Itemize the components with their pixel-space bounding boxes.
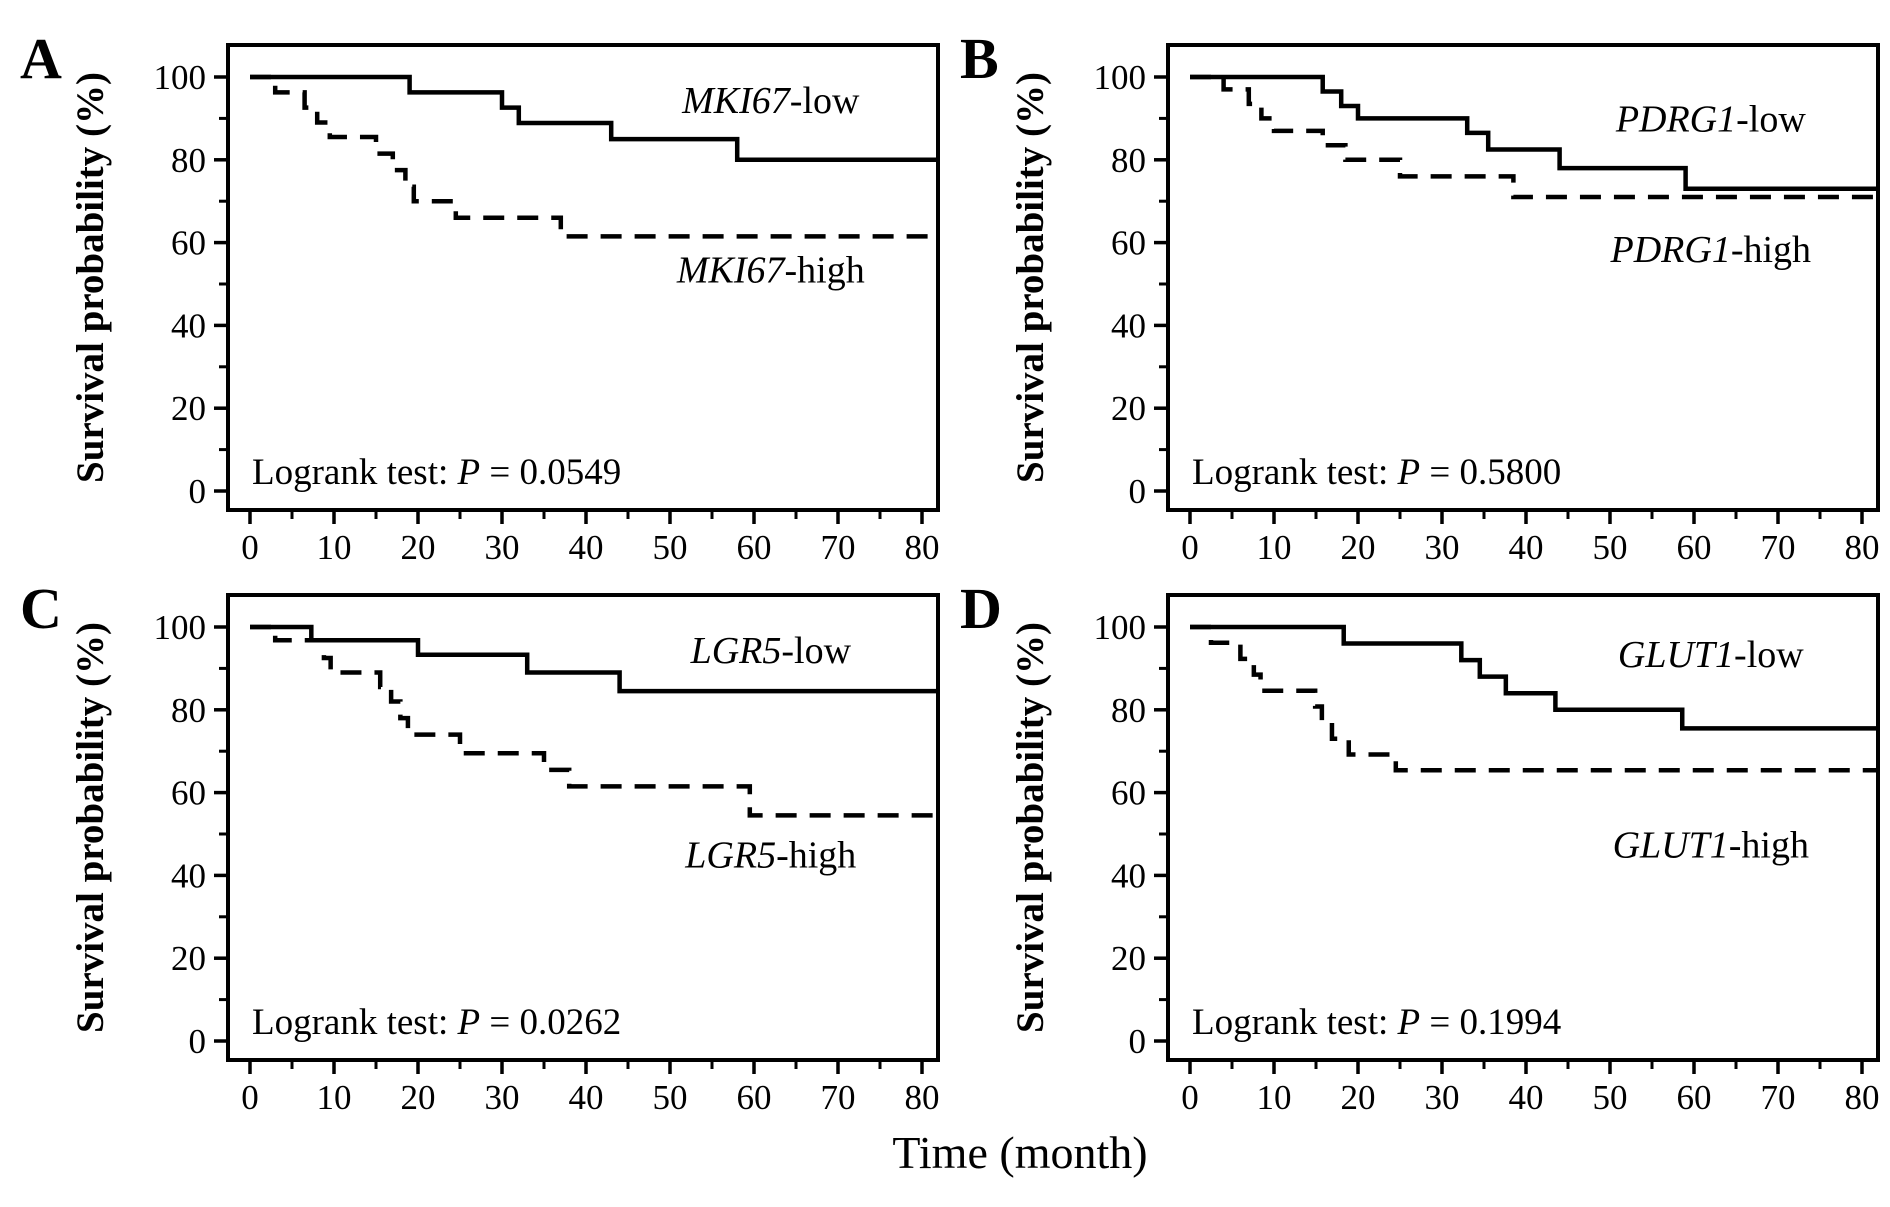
x-tick-label: 70 <box>1761 528 1796 567</box>
y-tick-label: 40 <box>1111 306 1146 345</box>
x-axis-label: Time (month) <box>892 1127 1147 1178</box>
x-tick-label: 30 <box>485 1078 520 1117</box>
logrank-text: Logrank test: P = 0.1994 <box>1192 1002 1561 1043</box>
x-tick-label: 10 <box>317 528 352 567</box>
x-tick-label: 80 <box>1845 528 1880 567</box>
x-tick-label: 10 <box>317 1078 352 1117</box>
x-tick-label: 0 <box>241 1078 259 1117</box>
y-tick-label: 40 <box>171 306 206 345</box>
x-tick-label: 60 <box>737 1078 772 1117</box>
x-tick-label: 10 <box>1257 1078 1292 1117</box>
x-tick-label: 20 <box>1341 1078 1376 1117</box>
x-tick-label: 20 <box>401 1078 436 1117</box>
curve-label-high: PDRG1-high <box>1610 229 1812 271</box>
logrank-text: Logrank test: P = 0.5800 <box>1192 452 1561 493</box>
panel-letter: A <box>20 26 62 91</box>
x-tick-label: 30 <box>1425 1078 1460 1117</box>
y-tick-label: 100 <box>1094 58 1147 97</box>
x-tick-label: 60 <box>1677 528 1712 567</box>
x-tick-label: 50 <box>653 1078 688 1117</box>
x-tick-label: 70 <box>821 528 856 567</box>
x-tick-label: 60 <box>737 528 772 567</box>
curve-label-high: LGR5-high <box>684 835 856 877</box>
y-axis-title: Survival probability (%) <box>1009 72 1052 483</box>
y-tick-label: 80 <box>171 141 206 180</box>
y-tick-label: 80 <box>1111 691 1146 730</box>
y-tick-label: 80 <box>1111 141 1146 180</box>
curve-label-low: MKI67-low <box>681 80 860 122</box>
y-axis-title: Survival probability (%) <box>69 72 112 483</box>
y-tick-label: 0 <box>189 1022 207 1061</box>
km-curve-low <box>250 624 938 694</box>
y-tick-label: 20 <box>171 389 206 428</box>
km-curve-low <box>250 74 938 163</box>
curve-label-low: LGR5-low <box>690 630 852 672</box>
y-tick-label: 0 <box>1129 1022 1147 1061</box>
plot-box <box>226 593 940 1062</box>
y-tick-label: 60 <box>171 224 206 263</box>
km-curve-high <box>250 624 938 818</box>
plot-box <box>1166 43 1880 512</box>
y-tick-label: 100 <box>154 58 207 97</box>
x-tick-label: 70 <box>821 1078 856 1117</box>
panel-letter: D <box>960 576 1002 641</box>
y-axis-title: Survival probability (%) <box>1009 622 1052 1033</box>
x-tick-label: 30 <box>485 528 520 567</box>
plot-box <box>1166 593 1880 1062</box>
x-tick-label: 20 <box>401 528 436 567</box>
curve-label-high: MKI67-high <box>676 250 865 292</box>
logrank-text: Logrank test: P = 0.0262 <box>252 1002 621 1043</box>
y-tick-label: 100 <box>1094 608 1147 647</box>
x-tick-label: 40 <box>569 528 604 567</box>
x-tick-label: 50 <box>1593 1078 1628 1117</box>
x-tick-label: 30 <box>1425 528 1460 567</box>
curve-label-high: GLUT1-high <box>1613 824 1809 866</box>
x-tick-label: 0 <box>1181 1078 1199 1117</box>
y-tick-label: 20 <box>171 939 206 978</box>
logrank-text: Logrank test: P = 0.0549 <box>252 452 621 493</box>
y-tick-label: 0 <box>189 472 207 511</box>
x-tick-label: 80 <box>905 528 940 567</box>
x-tick-label: 50 <box>1593 528 1628 567</box>
x-tick-label: 70 <box>1761 1078 1796 1117</box>
km-curve-low <box>1190 624 1878 731</box>
panel-letter: B <box>960 26 999 91</box>
x-tick-label: 20 <box>1341 528 1376 567</box>
y-tick-label: 20 <box>1111 389 1146 428</box>
x-tick-label: 40 <box>569 1078 604 1117</box>
x-tick-label: 0 <box>1181 528 1199 567</box>
curve-label-low: PDRG1-low <box>1615 98 1807 140</box>
panel-letter: C <box>20 576 62 641</box>
y-tick-label: 40 <box>1111 856 1146 895</box>
y-tick-label: 40 <box>171 856 206 895</box>
x-tick-label: 40 <box>1509 1078 1544 1117</box>
x-tick-label: 50 <box>653 528 688 567</box>
y-tick-label: 100 <box>154 608 207 647</box>
x-tick-label: 80 <box>1845 1078 1880 1117</box>
plot-box <box>226 43 940 512</box>
y-tick-label: 60 <box>1111 224 1146 263</box>
y-axis-title: Survival probability (%) <box>69 622 112 1033</box>
y-tick-label: 20 <box>1111 939 1146 978</box>
y-tick-label: 60 <box>1111 774 1146 813</box>
y-tick-label: 80 <box>171 691 206 730</box>
y-tick-label: 60 <box>171 774 206 813</box>
x-tick-label: 80 <box>905 1078 940 1117</box>
x-tick-label: 0 <box>241 528 259 567</box>
x-tick-label: 40 <box>1509 528 1544 567</box>
km-curve-high <box>250 74 938 239</box>
x-tick-label: 10 <box>1257 528 1292 567</box>
x-tick-label: 60 <box>1677 1078 1712 1117</box>
curve-label-low: GLUT1-low <box>1618 634 1804 676</box>
km-curve-high <box>1190 624 1878 773</box>
km-curve-low <box>1190 74 1878 192</box>
y-tick-label: 0 <box>1129 472 1147 511</box>
